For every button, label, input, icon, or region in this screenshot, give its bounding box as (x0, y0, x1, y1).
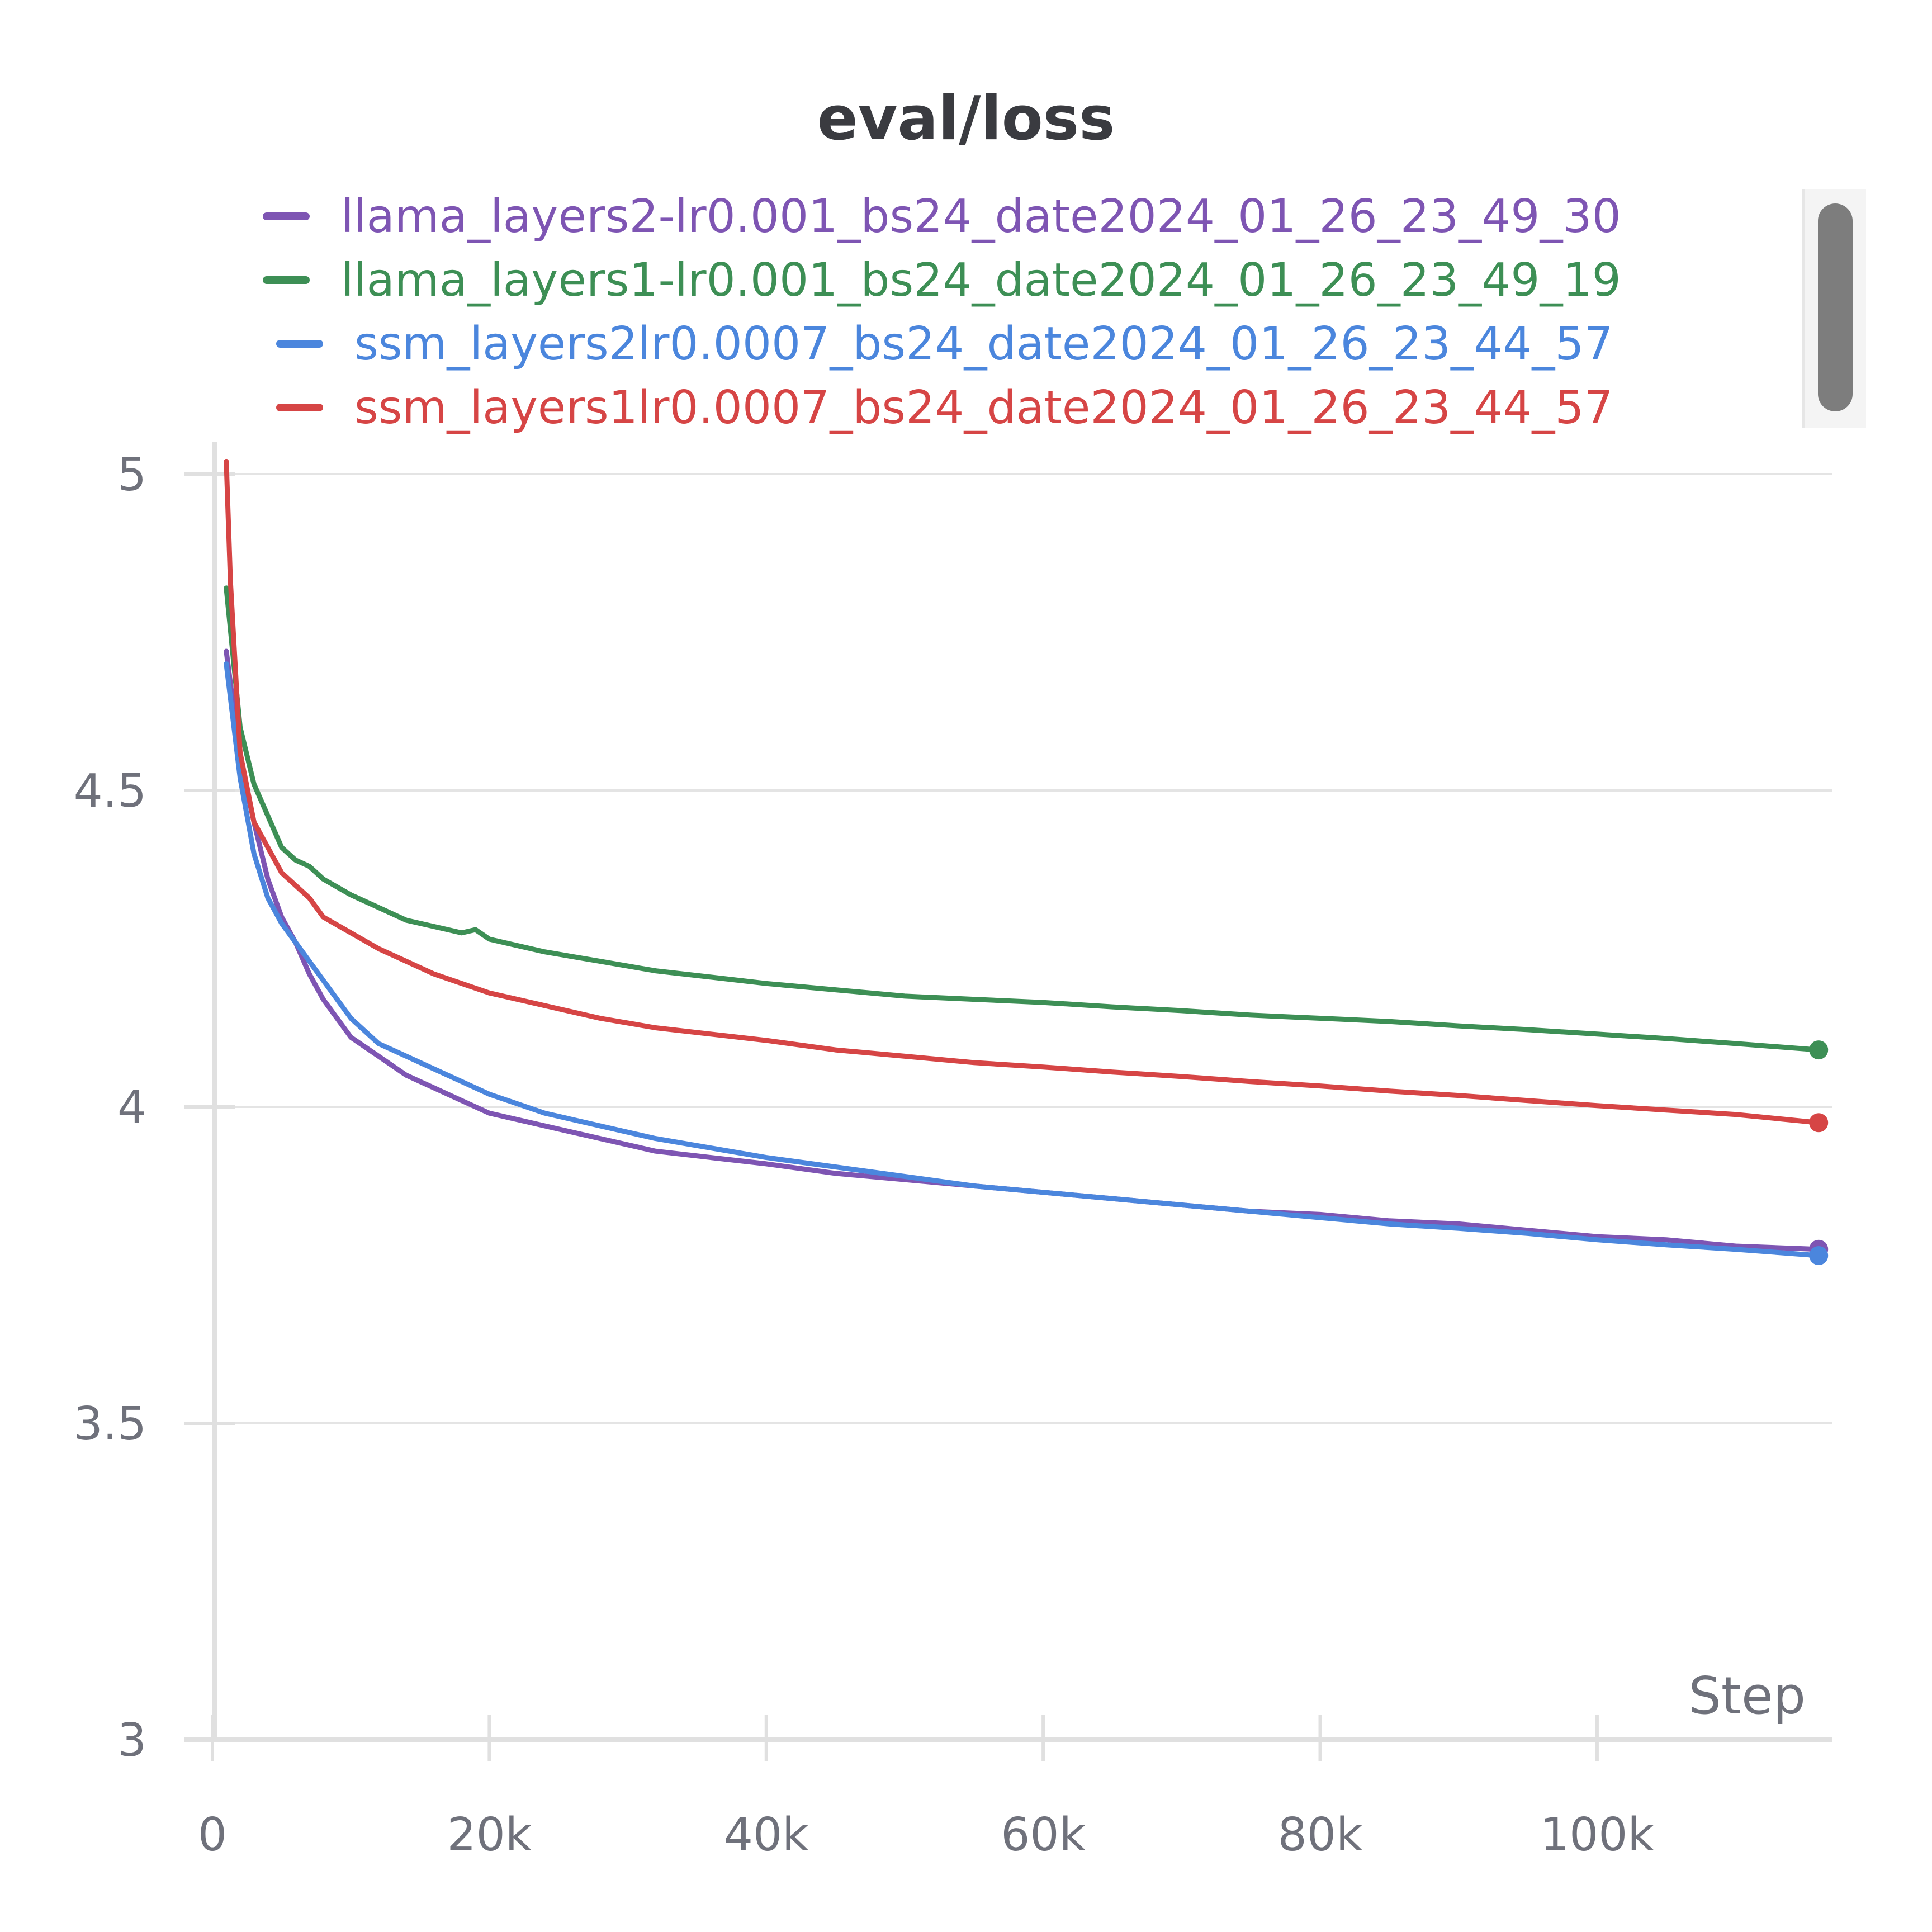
legend-scrollbar[interactable] (1802, 189, 1866, 428)
grid-lines (215, 473, 1832, 1424)
legend: llama_layers2-lr0.001_bs24_date2024_01_2… (263, 184, 1621, 439)
axes (184, 442, 1832, 1742)
legend-swatch (263, 276, 310, 284)
legend-item[interactable]: llama_layers1-lr0.001_bs24_date2024_01_2… (263, 248, 1621, 312)
x-axis-ticks: 0 20k 40k 60k 80k 100k (198, 1715, 1655, 1862)
legend-swatch (276, 340, 323, 348)
y-tick-label: 5 (117, 448, 146, 501)
legend-swatch (276, 404, 323, 411)
x-tick-label: 100k (1540, 1808, 1655, 1862)
series-end-dot-2[interactable] (1809, 1246, 1829, 1266)
legend-label: ssm_layers2lr0.0007_bs24_date2024_01_26_… (354, 317, 1613, 371)
y-tick-label: 4.5 (74, 765, 146, 818)
series-line-0[interactable] (224, 648, 1821, 1252)
series-line-1[interactable] (224, 585, 1821, 1053)
legend-item[interactable]: ssm_layers1lr0.0007_bs24_date2024_01_26_… (276, 376, 1621, 439)
series-line-3[interactable] (224, 458, 1821, 1125)
legend-label: llama_layers2-lr0.001_bs24_date2024_01_2… (341, 190, 1621, 243)
y-tick-label: 3 (117, 1714, 146, 1767)
legend-label: ssm_layers1lr0.0007_bs24_date2024_01_26_… (354, 381, 1613, 434)
legend-item[interactable]: llama_layers2-lr0.001_bs24_date2024_01_2… (263, 184, 1621, 248)
scrollbar-thumb[interactable] (1818, 203, 1853, 411)
series-end-dot-3[interactable] (1809, 1113, 1829, 1133)
legend-swatch (263, 212, 310, 220)
y-tick-label: 3.5 (74, 1398, 146, 1451)
legend-item[interactable]: ssm_layers2lr0.0007_bs24_date2024_01_26_… (276, 312, 1621, 376)
x-axis-label: Step (1689, 1666, 1806, 1726)
legend-label: llama_layers1-lr0.001_bs24_date2024_01_2… (341, 253, 1621, 307)
x-tick-label: 20k (447, 1808, 532, 1862)
x-tick-label: 60k (1001, 1808, 1086, 1862)
series-end-markers (1809, 1040, 1829, 1266)
x-tick-label: 0 (198, 1808, 227, 1862)
y-axis-ticks: 3 3.5 4 4.5 5 (74, 448, 235, 1767)
series-line-2[interactable] (224, 661, 1821, 1258)
x-tick-label: 80k (1278, 1808, 1363, 1862)
series-end-dot-1[interactable] (1809, 1040, 1829, 1060)
series-lines (224, 458, 1821, 1258)
y-tick-label: 4 (117, 1081, 146, 1134)
chart-title: eval/loss (817, 84, 1115, 154)
x-tick-label: 40k (724, 1808, 809, 1862)
